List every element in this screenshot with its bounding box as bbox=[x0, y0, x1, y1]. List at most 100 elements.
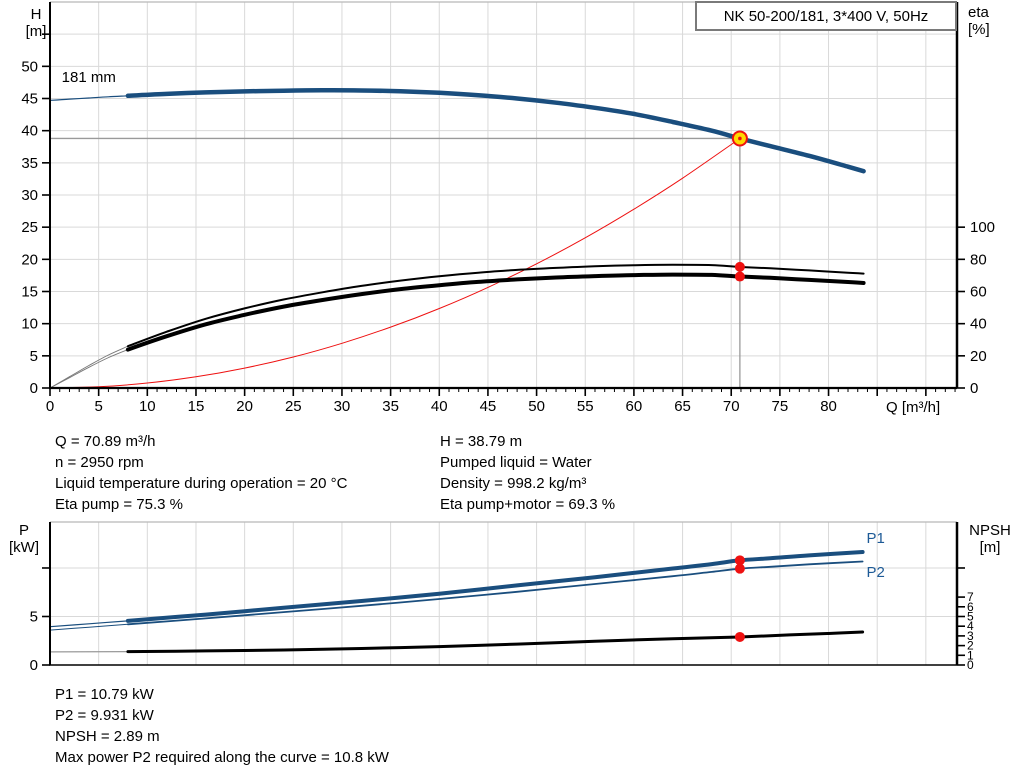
head-181mm-curve-main bbox=[125, 88, 866, 174]
q-axis-label: Q [m³/h] bbox=[886, 399, 941, 416]
left-tick-label: 40 bbox=[21, 123, 38, 140]
x-tick-label: 70 bbox=[723, 398, 740, 415]
left-tick-label: 0 bbox=[30, 380, 38, 397]
x-tick-label: 35 bbox=[382, 398, 399, 415]
left-tick-label: 25 bbox=[21, 219, 38, 236]
p2-power-curve-main bbox=[127, 560, 864, 626]
duty-info-left: Q = 70.89 m³/h n = 2950 rpm Liquid tempe… bbox=[55, 431, 347, 515]
right-tick-label: 4 bbox=[967, 619, 974, 633]
power-info: P1 = 10.79 kW P2 = 9.931 kW NPSH = 2.89 … bbox=[55, 684, 389, 768]
left-tick-label: 5 bbox=[30, 348, 38, 365]
right-tick-label: 40 bbox=[970, 316, 987, 333]
npsh-duty-dot bbox=[734, 631, 745, 642]
eta-pump-curve-thin-start bbox=[49, 345, 129, 389]
info-p1: P1 = 10.79 kW bbox=[55, 686, 154, 703]
left-tick-label: 50 bbox=[21, 58, 38, 75]
left-tick-label: 35 bbox=[21, 155, 38, 172]
h-axis-label: H [m] bbox=[16, 6, 56, 40]
left-tick-label: 10 bbox=[21, 316, 38, 333]
head-181mm-curve-thin-start bbox=[49, 95, 128, 101]
p-axis-name: P bbox=[18, 522, 29, 539]
gridlines bbox=[50, 2, 957, 388]
p1-duty-dot bbox=[734, 555, 745, 566]
left-tick-label: 30 bbox=[21, 187, 38, 204]
npsh-curve bbox=[49, 630, 865, 654]
right-tick-label: 0 bbox=[970, 380, 978, 397]
x-tick-label: 50 bbox=[528, 398, 545, 415]
info-p2: P2 = 9.931 kW bbox=[55, 707, 154, 724]
x-tick-label: 30 bbox=[334, 398, 351, 415]
x-tick-label: 75 bbox=[772, 398, 789, 415]
npsh-axis-name: NPSH bbox=[969, 522, 1011, 539]
x-tick-label: 0 bbox=[46, 398, 54, 415]
x-tick-label: 25 bbox=[285, 398, 302, 415]
right-tick-label: 6 bbox=[967, 600, 974, 614]
right-tick-label: 5 bbox=[967, 609, 974, 623]
duty-info-right: H = 38.79 m Pumped liquid = Water Densit… bbox=[440, 431, 615, 515]
system-curve-curve-main bbox=[49, 138, 741, 389]
right-tick-label: 100 bbox=[970, 219, 995, 236]
info-q: Q = 70.89 m³/h bbox=[55, 433, 156, 450]
axis-tick-labels: 0 5 10 15 20 25 30 35 40 45 50 55 60 65 70 75 80 0 5 10 15 20… bbox=[21, 58, 995, 415]
right-tick-label: 0 bbox=[967, 658, 974, 672]
left-tick-label: 45 bbox=[21, 91, 38, 108]
left-tick-label: 15 bbox=[21, 284, 38, 301]
pump-title: NK 50-200/181, 3*400 V, 50Hz bbox=[723, 7, 929, 25]
eta-axis-label: eta [%] bbox=[968, 4, 1014, 38]
eta-axis-name: eta bbox=[968, 4, 989, 21]
pump-title-box: NK 50-200/181, 3*400 V, 50Hz bbox=[695, 1, 957, 31]
p1-power-curve bbox=[49, 550, 865, 628]
head-181mm-curve bbox=[49, 88, 866, 174]
p2-power-curve-thin-start bbox=[49, 623, 128, 631]
p2-power-curve bbox=[49, 560, 864, 631]
info-h: H = 38.79 m bbox=[440, 433, 523, 450]
eta-pump-motor-curve bbox=[49, 272, 866, 389]
x-tick-label: 60 bbox=[626, 398, 643, 415]
right-tick-label: 1 bbox=[967, 648, 974, 662]
npsh-axis-label: NPSH [m] bbox=[960, 522, 1020, 556]
p-axis-unit: [kW] bbox=[9, 539, 39, 556]
x-tick-label: 20 bbox=[236, 398, 253, 415]
x-tick-label: 10 bbox=[139, 398, 156, 415]
p-axis-label: P [kW] bbox=[2, 522, 46, 556]
h-axis-name: H bbox=[30, 6, 42, 23]
x-tick-label: 5 bbox=[94, 398, 102, 415]
axis-ticks bbox=[42, 567, 965, 666]
left-tick-label: 5 bbox=[30, 608, 38, 625]
duty-point-center bbox=[738, 136, 742, 141]
h-axis-unit: [m] bbox=[25, 23, 47, 40]
eta-pump-curve-main bbox=[126, 263, 865, 348]
right-tick-label: 60 bbox=[970, 284, 987, 301]
info-liquid-temp: Liquid temperature during operation = 20… bbox=[55, 475, 348, 492]
info-eta-pump: Eta pump = 75.3 % bbox=[55, 496, 183, 513]
eta-pump-motor-curve-main bbox=[125, 272, 866, 352]
p1-curve-label: P1 bbox=[866, 530, 884, 547]
info-pumped-liquid: Pumped liquid = Water bbox=[440, 454, 592, 471]
eta-pump-motor-curve-thin-start bbox=[49, 349, 129, 389]
system-curve-curve bbox=[49, 138, 741, 389]
x-tick-label: 80 bbox=[820, 398, 837, 415]
right-tick-label: 2 bbox=[967, 639, 974, 653]
x-tick-label: 45 bbox=[480, 398, 497, 415]
right-tick-label: 80 bbox=[970, 251, 987, 268]
axis-ticks bbox=[42, 33, 965, 396]
npsh-curve-main bbox=[126, 630, 865, 654]
info-max-power: Max power P2 required along the curve = … bbox=[55, 749, 389, 766]
info-density: Density = 998.2 kg/m³ bbox=[440, 475, 587, 492]
left-tick-label: 0 bbox=[30, 657, 38, 674]
x-tick-label: 65 bbox=[674, 398, 691, 415]
impeller-diameter-label: 181 mm bbox=[62, 69, 116, 86]
right-tick-label: 3 bbox=[967, 629, 974, 643]
eta-axis-unit: [%] bbox=[968, 21, 990, 38]
right-tick-label: 7 bbox=[967, 590, 974, 604]
p1-power-curve-thin-start bbox=[49, 620, 128, 628]
eta-pump-curve bbox=[49, 263, 865, 389]
duty-crosshair bbox=[50, 137, 741, 388]
x-tick-label: 15 bbox=[188, 398, 205, 415]
hq-eta-chart: 0 5 10 15 20 25 30 35 40 45 50 55 60 65 70 75 80 0 5 10 15 20… bbox=[21, 1, 995, 415]
left-tick-label: 20 bbox=[21, 251, 38, 268]
info-eta-pump-motor: Eta pump+motor = 69.3 % bbox=[440, 496, 616, 513]
